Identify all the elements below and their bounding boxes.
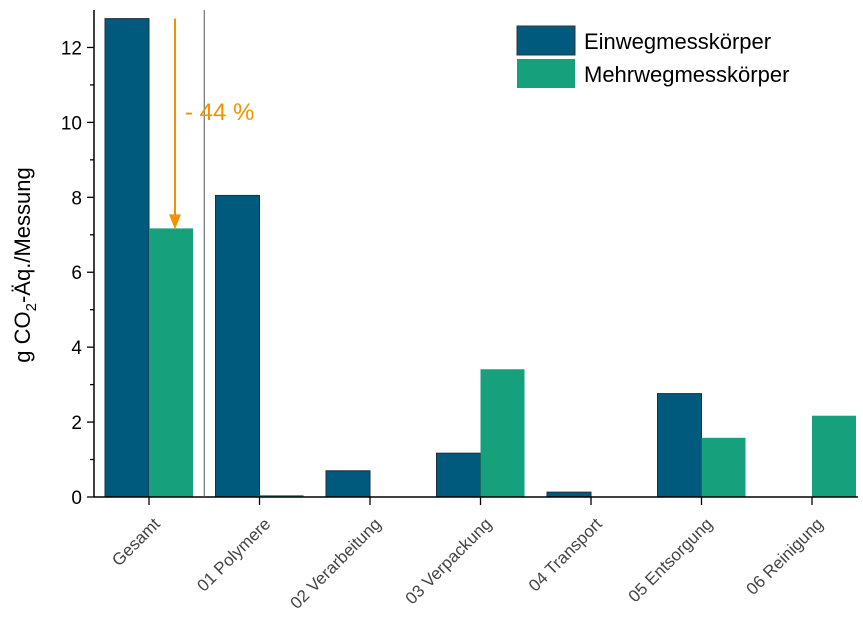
y-axis-label-main: g CO: [10, 311, 35, 362]
bar-mehrweg-0: [149, 228, 193, 498]
category-label-6: 06 Reinigung: [743, 514, 827, 598]
bar-einweg-1: [215, 194, 260, 498]
bar-einweg-3: [436, 452, 481, 498]
bar-einweg-5: [657, 393, 702, 498]
y-tick-label-0: 0: [71, 488, 82, 509]
category-label-3: 03 Verpackung: [402, 514, 496, 608]
y-tick-label-6: 6: [71, 263, 82, 284]
bar-mehrweg-1: [259, 495, 304, 497]
legend: Einwegmesskörper Mehrwegmesskörper: [516, 25, 789, 88]
y-axis-label: g CO2-Äq./Messung: [10, 167, 40, 362]
category-label-5: 05 Entsorgung: [625, 514, 717, 606]
bar-mehrweg-6: [812, 415, 856, 497]
y-tick-label-8: 8: [71, 188, 82, 209]
legend-label-einweg: Einwegmesskörper: [584, 29, 771, 54]
y-tick-label-4: 4: [71, 338, 82, 359]
legend-swatch-einweg: [516, 25, 576, 56]
annotation-layer: - 44 %: [169, 18, 254, 230]
bar-mehrweg-3: [480, 369, 525, 497]
category-labels: Gesamt 01 Polymere 02 Verarbeitung 03 Verpa…: [108, 514, 827, 613]
category-label-1: 01 Polymere: [193, 514, 274, 595]
axes-layer: 0 2 4 6 8 10 12: [61, 10, 858, 509]
bars-layer: [104, 18, 856, 498]
y-tick-label-10: 10: [61, 113, 82, 134]
annotation-arrow-head: [169, 214, 181, 230]
bar-mehrweg-5: [701, 437, 746, 497]
legend-swatch-mehrweg: [517, 59, 575, 88]
legend-label-mehrweg: Mehrwegmesskörper: [584, 62, 789, 87]
bar-einweg-2: [325, 470, 371, 498]
category-label-4: 04 Transport: [525, 514, 606, 595]
annotation-label: - 44 %: [185, 99, 254, 126]
y-tick-label-2: 2: [71, 413, 82, 434]
bar-einweg-0: [104, 18, 150, 498]
y-axis-label-rest: -Äq./Messung: [10, 167, 35, 303]
y-axis-label-sub: 2: [23, 303, 40, 311]
y-tick-label-12: 12: [61, 38, 82, 59]
category-label-2: 02 Verarbeitung: [287, 514, 385, 612]
category-label-0: Gesamt: [108, 514, 164, 570]
